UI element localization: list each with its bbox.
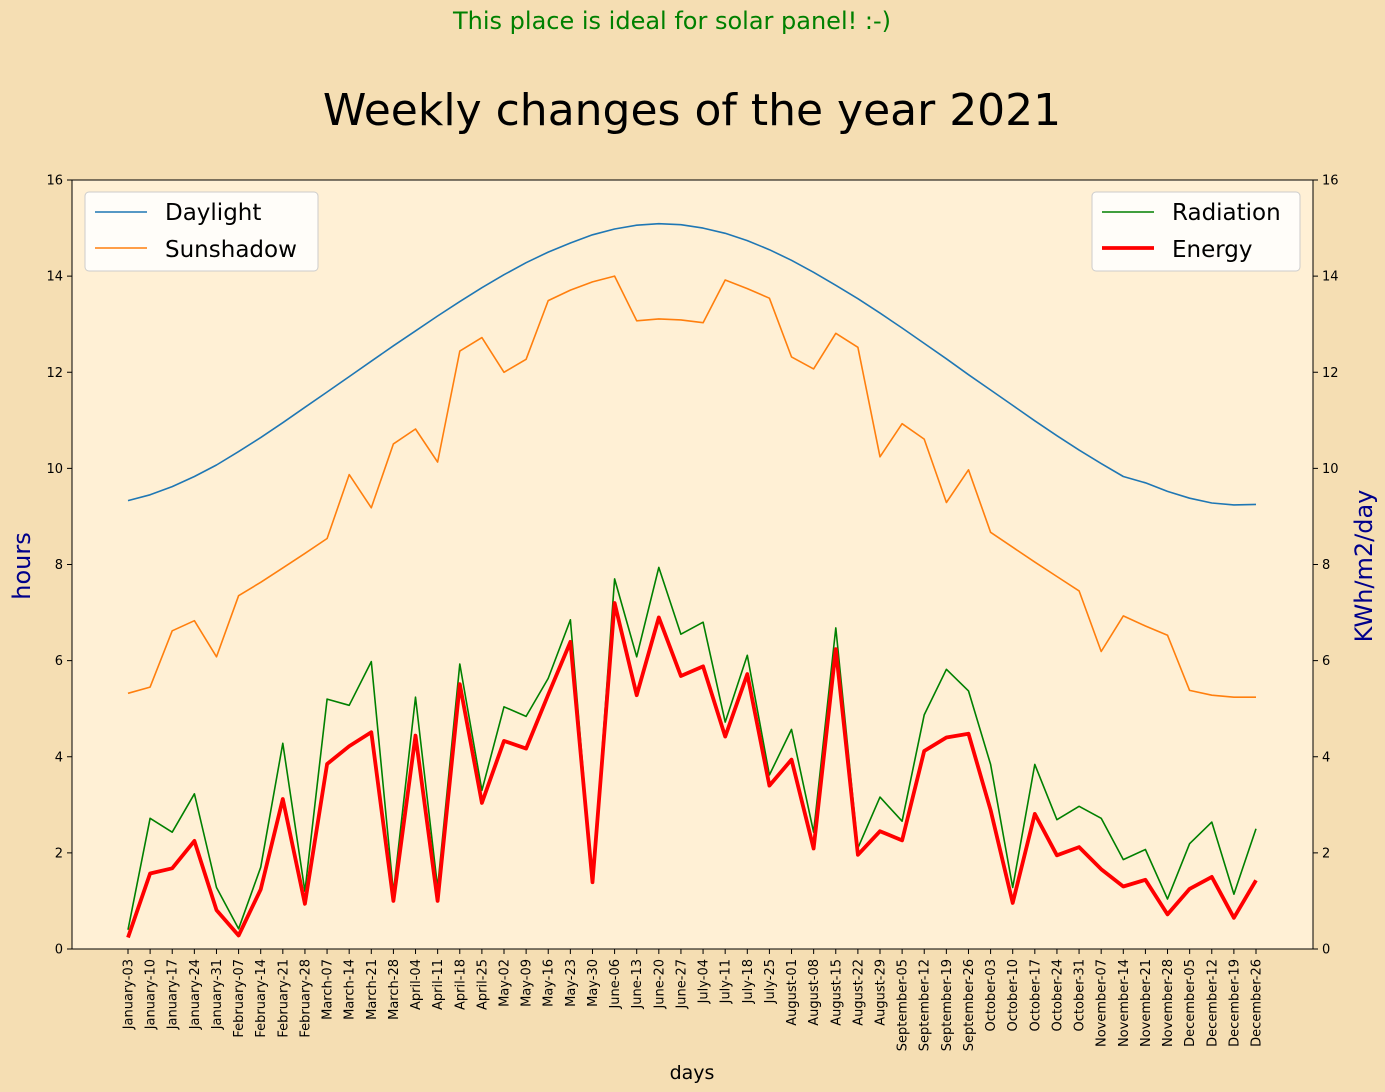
x-tick-label: August-15 [829, 959, 844, 1026]
legend-label-sunshadow: Sunshadow [165, 237, 297, 263]
x-axis-label: days [670, 1062, 715, 1084]
y-right-tick-label: 2 [1322, 846, 1330, 861]
x-tick-label: May-09 [520, 959, 535, 1007]
y-axis-right: 0 2 4 6 8 10 12 14 16 [1313, 174, 1339, 958]
y-left-tick-label: 6 [55, 654, 63, 669]
x-tick-label: June-27 [674, 959, 689, 1010]
x-tick-label: May-02 [498, 959, 513, 1007]
x-tick-label: September-19 [940, 959, 955, 1051]
x-tick-label: November-28 [1161, 959, 1176, 1047]
x-tick-label: February-14 [254, 959, 269, 1038]
x-tick-label: February-21 [276, 959, 291, 1038]
series-line-energy [126, 601, 1258, 939]
x-tick-label: February-28 [298, 959, 313, 1038]
x-tick-label: March-07 [321, 959, 336, 1020]
x-tick-label: October-17 [1028, 959, 1043, 1031]
x-tick-label: July-04 [697, 959, 712, 1004]
x-tick-label: April-11 [431, 959, 446, 1010]
y-left-tick-label: 0 [55, 943, 63, 958]
x-tick-label: January-17 [166, 959, 181, 1030]
y-axis-right-label: KWh/m2/day [1350, 490, 1378, 643]
x-tick-label: December-12 [1205, 959, 1220, 1047]
x-axis: January-03 January-10 January-17 January-24… [122, 949, 1265, 1051]
x-tick-label: January-24 [188, 959, 203, 1030]
x-tick-label: June-20 [652, 959, 667, 1010]
y-left-tick-label: 4 [55, 750, 63, 765]
x-tick-label: November-07 [1095, 959, 1110, 1047]
legend-label-daylight: Daylight [165, 200, 261, 226]
chart-title: Weekly changes of the year 2021 [323, 85, 1061, 136]
legend-label-energy: Energy [1172, 237, 1253, 263]
series-line-radiation [127, 566, 1257, 930]
x-tick-label: January-03 [122, 959, 137, 1030]
x-tick-label: August-22 [851, 959, 866, 1026]
y-left-tick-label: 14 [46, 270, 63, 285]
x-tick-label: October-10 [1006, 959, 1021, 1031]
y-axis-left: 0 2 4 6 8 10 12 14 16 [46, 174, 72, 958]
plot-area [71, 179, 1314, 950]
x-tick-label: July-25 [763, 959, 778, 1004]
y-left-tick-label: 2 [55, 846, 63, 861]
series-line-daylight [127, 222, 1257, 506]
y-left-tick-label: 16 [46, 174, 63, 189]
y-axis-left-label: hours [8, 532, 36, 599]
series-line-sunshadow [127, 275, 1256, 699]
x-tick-label: July-18 [741, 959, 756, 1004]
y-right-tick-label: 8 [1322, 558, 1330, 573]
x-tick-label: May-30 [586, 959, 601, 1007]
y-right-tick-label: 14 [1322, 270, 1339, 285]
x-tick-label: September-12 [918, 959, 933, 1051]
y-right-tick-label: 16 [1322, 174, 1339, 189]
x-tick-label: January-31 [210, 959, 225, 1030]
legend-label-radiation: Radiation [1172, 200, 1281, 226]
y-left-tick-label: 10 [46, 462, 63, 477]
x-tick-label: April-25 [475, 959, 490, 1010]
x-tick-label: April-18 [453, 959, 468, 1010]
x-tick-label: March-28 [387, 959, 402, 1020]
x-tick-label: March-14 [343, 959, 358, 1020]
y-right-tick-label: 10 [1322, 462, 1339, 477]
y-left-tick-label: 12 [46, 366, 63, 381]
x-tick-label: May-23 [564, 959, 579, 1007]
x-tick-label: May-16 [542, 959, 557, 1007]
y-left-tick-label: 8 [55, 558, 63, 573]
x-tick-label: August-08 [807, 959, 822, 1026]
x-tick-label: December-19 [1227, 959, 1242, 1047]
x-tick-label: November-21 [1139, 959, 1154, 1047]
y-right-tick-label: 6 [1322, 654, 1330, 669]
x-tick-label: July-11 [719, 959, 734, 1004]
x-tick-label: October-24 [1050, 959, 1065, 1031]
x-tick-label: August-01 [785, 959, 800, 1026]
x-tick-label: June-06 [608, 959, 623, 1010]
legend-right: Radiation Energy [1091, 191, 1301, 272]
x-tick-label: October-31 [1073, 959, 1088, 1031]
x-tick-label: August-29 [874, 959, 889, 1026]
x-tick-label: January-10 [144, 959, 159, 1030]
legend-left: Daylight Sunshadow [84, 191, 319, 272]
x-tick-label: June-13 [630, 959, 645, 1010]
chart-message: This place is ideal for solar panel! :-) [452, 7, 891, 35]
x-tick-label: April-04 [409, 959, 424, 1010]
series-lines [126, 222, 1258, 939]
x-tick-label: September-05 [896, 959, 911, 1051]
x-tick-label: March-21 [365, 959, 380, 1020]
x-tick-label: February-07 [232, 959, 247, 1038]
x-tick-label: December-26 [1250, 959, 1265, 1047]
x-tick-label: December-05 [1183, 959, 1198, 1047]
y-right-tick-label: 12 [1322, 366, 1339, 381]
y-right-tick-label: 0 [1322, 943, 1330, 958]
x-tick-label: September-26 [962, 959, 977, 1051]
x-tick-label: October-03 [984, 959, 999, 1031]
y-right-tick-label: 4 [1322, 750, 1330, 765]
x-tick-label: November-14 [1117, 959, 1132, 1047]
